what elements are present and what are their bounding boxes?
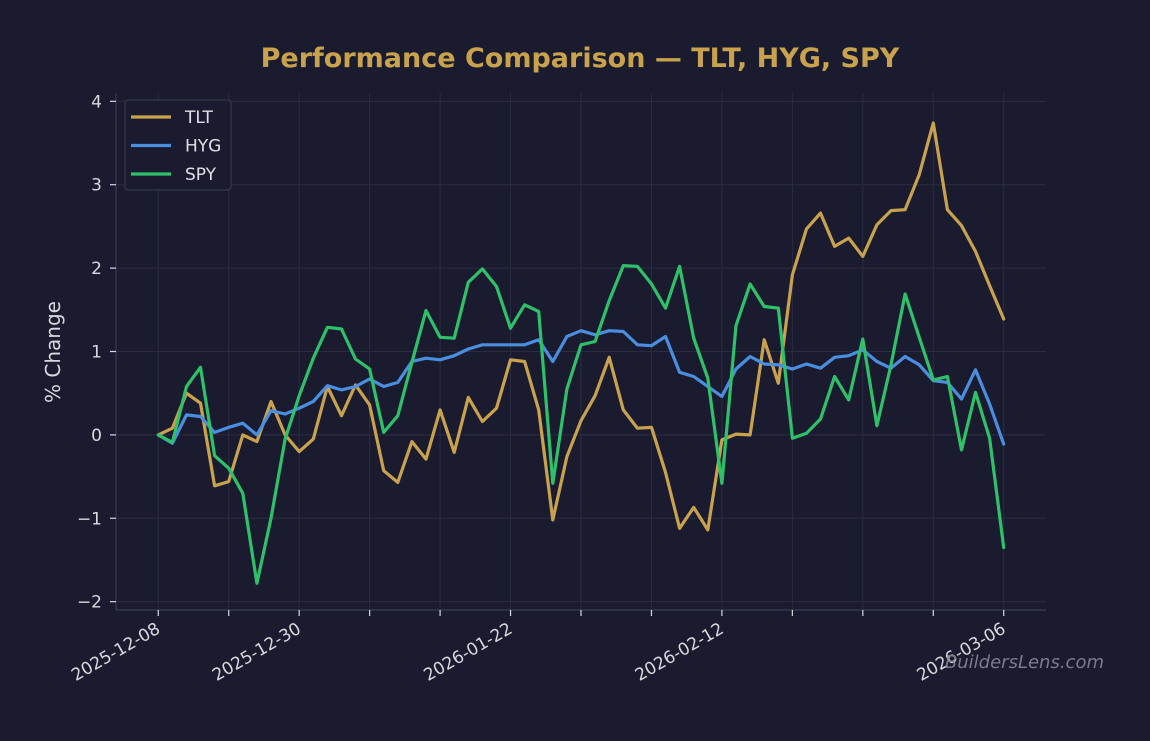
- y-tick-label: 4: [91, 92, 102, 112]
- x-tick-label: 2026-01-22: [420, 619, 516, 686]
- x-tick-label: 2025-12-08: [68, 619, 164, 686]
- x-tick-label: 2025-12-30: [209, 619, 305, 686]
- y-tick-label: −2: [77, 593, 102, 613]
- series-line-spy: [156, 264, 1006, 585]
- chart-title: Performance Comparison — TLT, HYG, SPY: [261, 43, 900, 74]
- legend-box: [124, 99, 232, 191]
- watermark: BuildersLens.com: [945, 652, 1104, 673]
- y-tick-label: 2: [91, 259, 102, 279]
- y-tick-label: −1: [77, 509, 102, 529]
- series-lines: [156, 121, 1006, 585]
- y-axis: −2 −1 0 1 2 3 4: [77, 92, 116, 613]
- y-tick-label: 3: [91, 176, 102, 196]
- x-tick-label: 2026-02-12: [632, 619, 728, 686]
- legend-label-tlt: TLT: [184, 108, 214, 128]
- legend-label-hyg: HYG: [185, 137, 221, 157]
- y-tick-label: 1: [91, 343, 102, 363]
- y-axis-label: % Change: [41, 301, 65, 403]
- y-tick-label: 0: [91, 426, 102, 446]
- gridlines: [116, 93, 1046, 610]
- series-line-hyg: [156, 329, 1006, 446]
- legend-label-spy: SPY: [185, 165, 217, 185]
- legend: TLT HYG SPY: [124, 99, 232, 191]
- x-axis: 2025-12-08 2025-12-30 2026-01-22 2026-02-12…: [68, 610, 1009, 686]
- series-line-tlt: [156, 121, 1006, 532]
